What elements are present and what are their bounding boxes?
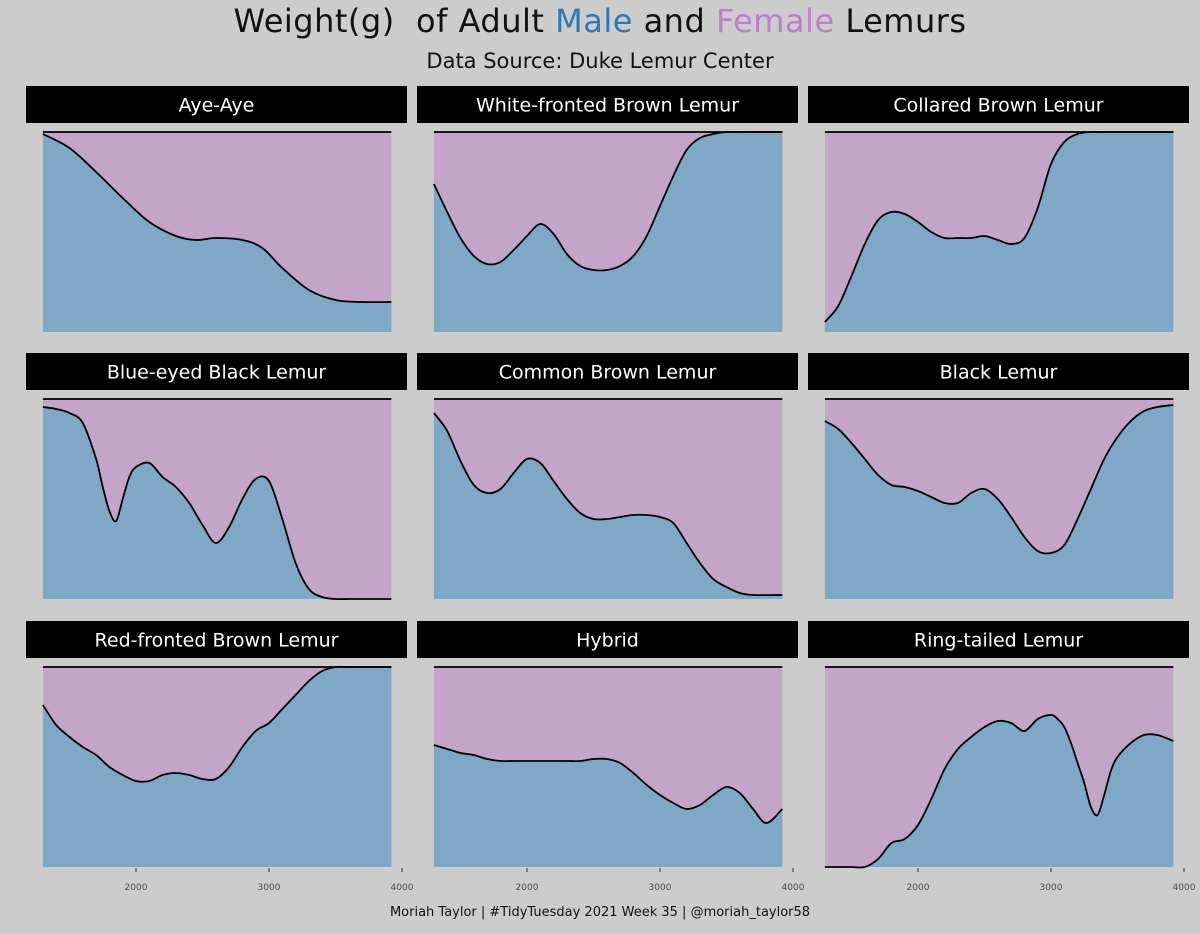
male-area-blue-eyed-black-lemur (42, 407, 392, 600)
facet-label-ring-tailed-lemur: Ring-tailed Lemur (914, 630, 1083, 652)
x-tick-label: 3000 (1040, 883, 1063, 893)
chart-title: Weight(g) of Adult Male and Female Lemur… (0, 2, 1200, 40)
facet-label-black-lemur: Black Lemur (940, 362, 1058, 384)
facet-panel-aye-aye: Aye-Aye (26, 86, 407, 332)
male-area-white-fronted-brown-lemur (433, 131, 783, 332)
facet-panel-white-fronted-brown-lemur: White-fronted Brown Lemur (417, 86, 798, 332)
x-tick-label: 3000 (649, 883, 672, 893)
chart-caption: Moriah Taylor | #TidyTuesday 2021 Week 3… (389, 905, 811, 920)
facet-label-collared-brown-lemur: Collared Brown Lemur (893, 95, 1103, 117)
facet-panel-collared-brown-lemur: Collared Brown Lemur (808, 86, 1189, 332)
boundary-line-common-brown-lemur (433, 412, 783, 597)
male-area-ring-tailed-lemur (824, 715, 1174, 868)
chart-subtitle: Data Source: Duke Lemur Center (426, 49, 774, 73)
title-female-word: Female (715, 2, 835, 40)
x-tick-label: 4000 (1173, 883, 1196, 893)
male-area-red-fronted-brown-lemur (42, 666, 392, 867)
x-tick-label: 4000 (391, 883, 414, 893)
title-part-2: and (632, 2, 716, 40)
title-part-3: Lemurs (834, 2, 967, 40)
x-tick-label: 4000 (782, 883, 805, 893)
facet-panel-red-fronted-brown-lemur: Red-fronted Brown Lemur 2000 3000 4000 (26, 621, 414, 893)
boundary-line-aye-aye (42, 133, 392, 304)
facet-label-white-fronted-brown-lemur: White-fronted Brown Lemur (476, 95, 739, 117)
facet-panel-common-brown-lemur: Common Brown Lemur (417, 353, 798, 599)
boundary-line-black-lemur (824, 404, 1174, 555)
boundary-line-blue-eyed-black-lemur (42, 406, 392, 601)
facet-strip-black-lemur (808, 353, 1189, 390)
facet-label-aye-aye: Aye-Aye (179, 95, 255, 117)
title-male-word: Male (555, 2, 633, 40)
facet-strip-blue-eyed-black-lemur (26, 353, 407, 390)
boundary-line-white-fronted-brown-lemur (433, 130, 783, 272)
x-tick-label: 3000 (258, 883, 281, 893)
facet-strip-common-brown-lemur (417, 353, 798, 390)
facet-strip-hybrid (417, 621, 798, 658)
male-area-common-brown-lemur (433, 413, 783, 599)
facet-label-common-brown-lemur: Common Brown Lemur (499, 362, 717, 384)
facet-strip-white-fronted-brown-lemur (417, 86, 798, 123)
facet-panel-black-lemur: Black Lemur (808, 353, 1189, 599)
facet-panel-hybrid: Hybrid 2000 3000 4000 (417, 621, 805, 893)
facet-panel-ring-tailed-lemur: Ring-tailed Lemur 2000 3000 4000 (808, 621, 1196, 893)
facet-panel-blue-eyed-black-lemur: Blue-eyed Black Lemur (26, 353, 407, 601)
facet-label-blue-eyed-black-lemur: Blue-eyed Black Lemur (107, 362, 327, 384)
boundary-line-hybrid (433, 744, 783, 824)
male-area-hybrid (433, 745, 783, 867)
title-part-1: Weight(g) of Adult (233, 2, 556, 40)
facet-strip-ring-tailed-lemur (808, 621, 1189, 658)
male-area-collared-brown-lemur (824, 131, 1174, 332)
x-tick-label: 2000 (907, 883, 930, 893)
male-area-aye-aye (42, 134, 392, 332)
facet-strip-red-fronted-brown-lemur (26, 621, 407, 658)
facet-strip-aye-aye (26, 86, 407, 123)
facet-label-red-fronted-brown-lemur: Red-fronted Brown Lemur (95, 630, 339, 652)
male-area-black-lemur (824, 405, 1174, 599)
facet-strip-collared-brown-lemur (808, 86, 1189, 123)
boundary-line-ring-tailed-lemur (824, 714, 1174, 869)
facet-label-hybrid: Hybrid (576, 630, 639, 652)
x-tick-label: 2000 (125, 883, 148, 893)
x-tick-label: 2000 (516, 883, 539, 893)
